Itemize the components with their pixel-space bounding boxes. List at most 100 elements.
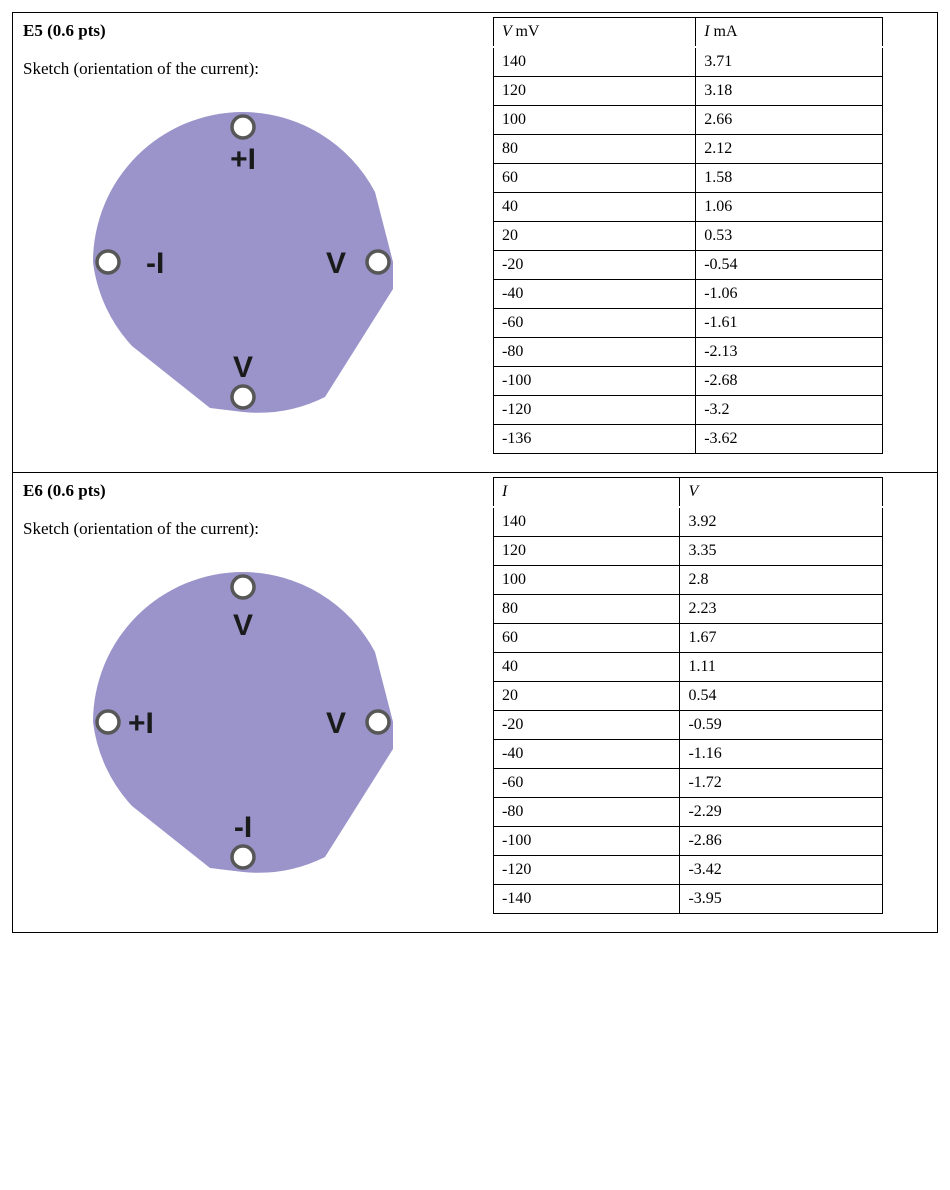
table-cell: -100: [494, 827, 680, 856]
col1-header: I: [494, 478, 680, 508]
table-cell: -140: [494, 885, 680, 914]
terminal-left-label: +I: [128, 707, 154, 740]
table-cell: -40: [494, 740, 680, 769]
table-cell: -3.2: [696, 396, 883, 425]
table-row: -100-2.86: [494, 827, 883, 856]
terminal-top-icon: [232, 576, 254, 598]
table-body: 1403.711203.181002.66802.12601.58401.06 2…: [494, 47, 883, 454]
table-column: V mV I mA 1403.711203.181002.66802.12601…: [493, 17, 927, 454]
terminal-top-label: +I: [230, 143, 256, 176]
table-row: 401.06: [494, 193, 883, 222]
table-body: 1403.921203.351002.8802.23601.67401.1120…: [494, 507, 883, 914]
table-cell: 20: [494, 682, 680, 711]
col2-header: I mA: [696, 18, 883, 48]
terminal-left-icon: [97, 251, 119, 273]
table-cell: -60: [494, 769, 680, 798]
table-row: 802.23: [494, 595, 883, 624]
section-row: Sketch (orientation of the current): V +…: [23, 519, 927, 914]
table-row: -20-0.59: [494, 711, 883, 740]
table-row: 601.58: [494, 164, 883, 193]
table-row: -60-1.61: [494, 309, 883, 338]
table-cell: 120: [494, 77, 696, 106]
table-cell: -40: [494, 280, 696, 309]
table-row: -140-3.95: [494, 885, 883, 914]
table-cell: -120: [494, 396, 696, 425]
terminal-top-icon: [232, 116, 254, 138]
table-cell: 1.11: [680, 653, 883, 682]
table-cell: 100: [494, 106, 696, 135]
sketch-holder: V +I V -I: [23, 557, 463, 887]
table-cell: 40: [494, 193, 696, 222]
section-row: Sketch (orientation of the current): +I …: [23, 59, 927, 454]
table-cell: -2.29: [680, 798, 883, 827]
terminal-top-label: V: [233, 609, 253, 642]
table-row: -80-2.29: [494, 798, 883, 827]
table-cell: 1.58: [696, 164, 883, 193]
sketch-column: Sketch (orientation of the current): +I …: [23, 59, 463, 427]
terminal-right-label: V: [326, 247, 346, 280]
sketch-holder: +I -I V V: [23, 97, 463, 427]
terminal-bottom-icon: [232, 846, 254, 868]
sketch-label: Sketch (orientation of the current):: [23, 519, 463, 539]
table-cell: 2.12: [696, 135, 883, 164]
table-cell: 1.67: [680, 624, 883, 653]
table-cell: 100: [494, 566, 680, 595]
table-column: I V 1403.921203.351002.8802.23601.67401.…: [493, 477, 927, 914]
table-cell: 60: [494, 164, 696, 193]
table-cell: -120: [494, 856, 680, 885]
table-row: -40-1.16: [494, 740, 883, 769]
terminal-bottom-label: V: [233, 351, 253, 384]
table-cell: 2.66: [696, 106, 883, 135]
col2-header: V: [680, 478, 883, 508]
table-cell: 3.35: [680, 537, 883, 566]
table-cell: -80: [494, 338, 696, 367]
table-row: -120-3.42: [494, 856, 883, 885]
table-row: 1002.8: [494, 566, 883, 595]
wafer-diagram-e6: V +I V -I: [78, 557, 408, 887]
data-table-e5: V mV I mA 1403.711203.181002.66802.12601…: [493, 17, 883, 454]
table-row: 1203.18: [494, 77, 883, 106]
wafer-diagram-e5: +I -I V V: [78, 97, 408, 427]
table-row: 1403.92: [494, 507, 883, 537]
table-row: 1203.35: [494, 537, 883, 566]
table-cell: -2.13: [696, 338, 883, 367]
table-cell: 3.18: [696, 77, 883, 106]
table-cell: -3.95: [680, 885, 883, 914]
table-cell: 80: [494, 595, 680, 624]
table-cell: -100: [494, 367, 696, 396]
table-cell: -1.16: [680, 740, 883, 769]
data-table-e6: I V 1403.921203.351002.8802.23601.67401.…: [493, 477, 883, 914]
table-cell: 40: [494, 653, 680, 682]
section-e6: E6 (0.6 pts) Sketch (orientation of the …: [12, 472, 938, 933]
table-row: -136-3.62: [494, 425, 883, 454]
table-cell: 120: [494, 537, 680, 566]
table-row: 1002.66: [494, 106, 883, 135]
table-row: -60-1.72: [494, 769, 883, 798]
table-row: 802.12: [494, 135, 883, 164]
table-cell: -3.62: [696, 425, 883, 454]
table-cell: -1.72: [680, 769, 883, 798]
table-cell: 0.53: [696, 222, 883, 251]
table-cell: 3.71: [696, 47, 883, 77]
table-cell: 3.92: [680, 507, 883, 537]
table-row: 601.67: [494, 624, 883, 653]
table-row: -20-0.54: [494, 251, 883, 280]
table-cell: 80: [494, 135, 696, 164]
table-row: -80-2.13: [494, 338, 883, 367]
table-row: 200.54: [494, 682, 883, 711]
table-cell: -80: [494, 798, 680, 827]
terminal-right-label: V: [326, 707, 346, 740]
table-cell: -2.86: [680, 827, 883, 856]
table-cell: 1.06: [696, 193, 883, 222]
table-cell: -0.59: [680, 711, 883, 740]
table-row: -40-1.06: [494, 280, 883, 309]
table-row: -100-2.68: [494, 367, 883, 396]
table-cell: -0.54: [696, 251, 883, 280]
table-cell: -1.61: [696, 309, 883, 338]
section-e5: E5 (0.6 pts) Sketch (orientation of the …: [12, 12, 938, 473]
terminal-bottom-label: -I: [234, 811, 252, 844]
table-row: 1403.71: [494, 47, 883, 77]
terminal-left-icon: [97, 711, 119, 733]
table-cell: -3.42: [680, 856, 883, 885]
sketch-column: Sketch (orientation of the current): V +…: [23, 519, 463, 887]
